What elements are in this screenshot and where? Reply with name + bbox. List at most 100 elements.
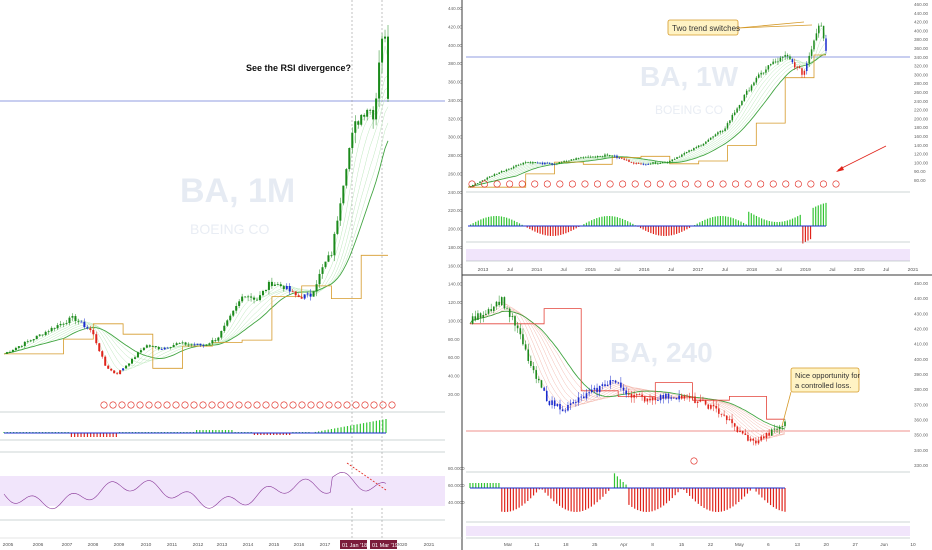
monthly-signal-circle — [181, 401, 189, 409]
weekly-signal-circle — [719, 180, 727, 188]
candle-body — [675, 397, 678, 400]
candle-body — [154, 346, 157, 348]
weekly-arrow-head — [836, 166, 844, 172]
monthly-price-tick: 300.00 — [448, 135, 462, 140]
candle-body — [71, 316, 74, 318]
candle-body — [659, 395, 662, 401]
candle-body — [44, 331, 47, 336]
ma-line — [467, 53, 827, 188]
weekly-price-tick: 90.00 — [914, 169, 926, 174]
candle-body — [733, 423, 736, 427]
weekly-time-tick: 2020 — [854, 267, 865, 273]
date-badge-1-label: 01 Jan '18 — [342, 543, 367, 549]
candle-body — [714, 134, 717, 137]
candle-body — [765, 69, 767, 73]
h4-time-axis: Mar 11 18 25 Apr 8 15 22 May 6 13 20 27 Jun 10 — [504, 542, 916, 548]
candle-body — [527, 162, 529, 163]
candle-body — [786, 54, 789, 57]
candle-body — [587, 156, 589, 158]
candle-body — [777, 61, 779, 63]
monthly-signal-circle — [316, 401, 324, 409]
h4-time-tick: 15 — [679, 542, 685, 548]
monthly-signal-circle — [136, 401, 144, 409]
monthly-price-tick: 80.00 — [448, 337, 460, 342]
candle-body — [548, 401, 551, 406]
date-badge-2-label: 01 Mar '19 — [372, 543, 398, 549]
candle-body — [479, 313, 482, 318]
candle-body — [261, 291, 264, 296]
candle-body — [312, 291, 315, 297]
candle-body — [56, 325, 59, 329]
monthly-signal-circle — [235, 401, 243, 409]
monthly-signal-circle — [100, 401, 108, 409]
candle-body — [763, 436, 765, 439]
candle-body — [527, 349, 530, 361]
candle-body — [288, 286, 291, 292]
candle-body — [570, 159, 573, 161]
h4-time-tick: Mar — [504, 542, 513, 548]
candle-body — [694, 396, 696, 403]
candle-body — [630, 393, 633, 398]
candle-body — [768, 432, 770, 436]
monthly-price-tick: 100.00 — [448, 318, 462, 323]
candle-body — [62, 323, 65, 325]
candle-body — [119, 370, 122, 375]
weekly-signal-circle — [594, 180, 602, 188]
candle-body — [820, 25, 822, 27]
weekly-price-tick: 260.00 — [914, 90, 928, 95]
candle-body — [187, 344, 190, 346]
date-badge-1 — [340, 540, 367, 549]
weekly-signal-circle — [832, 180, 840, 188]
h4-ma-ribbon — [469, 300, 786, 442]
candle-body — [330, 255, 333, 257]
weekly-price-tick: 240.00 — [914, 99, 928, 104]
candle-body — [794, 62, 796, 68]
candle-body — [113, 370, 116, 374]
candle-body — [524, 344, 527, 350]
candle-body — [580, 396, 582, 398]
candle-body — [715, 406, 717, 409]
candle-body — [89, 328, 92, 331]
weekly-price-tick: 440.00 — [914, 11, 928, 16]
candle-body — [778, 426, 781, 430]
candle-body — [35, 335, 38, 340]
monthly-price-tick: 340.00 — [448, 98, 462, 103]
candle-body — [623, 158, 625, 160]
weekly-signal-circle — [744, 180, 752, 188]
monthly-price-tick: 200.00 — [448, 227, 462, 232]
candle-body — [264, 289, 267, 292]
weekly-signal-circle — [543, 180, 551, 188]
candle-body — [770, 429, 773, 436]
weekly-signal-circle — [681, 180, 689, 188]
candle-body — [26, 341, 29, 343]
candle-body — [238, 301, 241, 307]
candle-body — [724, 128, 726, 132]
candle-body — [676, 157, 678, 159]
weekly-signal-circle — [568, 180, 576, 188]
candle-body — [604, 384, 606, 387]
weekly-watermark-symbol: BA, 1W — [640, 61, 739, 92]
candle-body — [822, 25, 825, 39]
candle-body — [646, 398, 649, 402]
monthly-chart-panel[interactable]: BA, 1M BOEING CO See the RSI divergence?… — [0, 0, 465, 549]
candle-body — [774, 61, 777, 63]
candle-body — [241, 296, 244, 302]
monthly-signal-circle — [334, 401, 342, 409]
candle-body — [630, 161, 633, 163]
candle-body — [131, 358, 133, 364]
candle-body — [728, 419, 731, 421]
monthly-signal-circle — [262, 401, 270, 409]
monthly-rsi-band — [0, 476, 445, 506]
monthly-time-tick: 2009 — [114, 542, 125, 548]
candle-body — [784, 421, 786, 427]
h4-annotation-line1: Nice opportunity for — [795, 371, 861, 380]
candle-body — [736, 426, 739, 433]
candle-body — [514, 316, 516, 326]
h4-time-tick: 20 — [824, 542, 830, 548]
candle-body — [731, 114, 734, 121]
candle-body — [8, 351, 11, 353]
monthly-price-tick: 400.00 — [448, 43, 462, 48]
weekly-chart-panel[interactable]: BA, 1W BOEING CO Two trend switches 460.… — [466, 2, 928, 273]
candle-body — [65, 322, 68, 324]
h4-chart-panel[interactable]: BA, 240 Nice opportunity for a controlle… — [466, 281, 928, 548]
